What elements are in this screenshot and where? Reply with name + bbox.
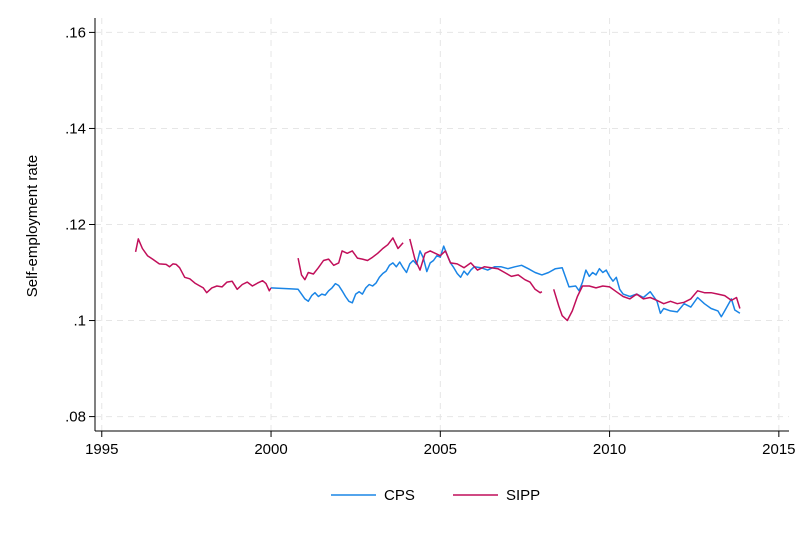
series-line-sipp-segment-4 — [552, 285, 741, 322]
x-tick-label: 2005 — [424, 441, 457, 458]
legend: CPS SIPP — [331, 487, 540, 504]
y-tick-label: .16 — [65, 24, 86, 41]
y-axis-label: Self-employment rate — [24, 155, 41, 298]
x-tick-label: 2000 — [254, 441, 287, 458]
x-axis-ticks: 1995 2000 2005 2010 2015 — [85, 431, 796, 458]
x-tick-label: 2015 — [762, 441, 795, 458]
series-line-sipp-segment-2 — [297, 237, 404, 281]
x-tick-label: 2010 — [593, 441, 626, 458]
y-tick-label: .14 — [65, 120, 86, 137]
legend-label-sipp: SIPP — [506, 487, 540, 504]
series-line-sipp-segment-3 — [409, 238, 543, 294]
series-line-sipp-segment-1 — [134, 238, 272, 294]
grid-lines — [95, 18, 789, 431]
y-axis-ticks: .08 .1 .12 .14 .16 — [65, 24, 95, 426]
series-line-cps-segment-1 — [270, 245, 741, 318]
y-tick-label: .1 — [73, 313, 86, 330]
series-lines — [134, 237, 741, 322]
x-tick-label: 1995 — [85, 441, 118, 458]
legend-label-cps: CPS — [384, 487, 415, 504]
y-tick-label: .12 — [65, 217, 86, 234]
y-tick-label: .08 — [65, 409, 86, 426]
